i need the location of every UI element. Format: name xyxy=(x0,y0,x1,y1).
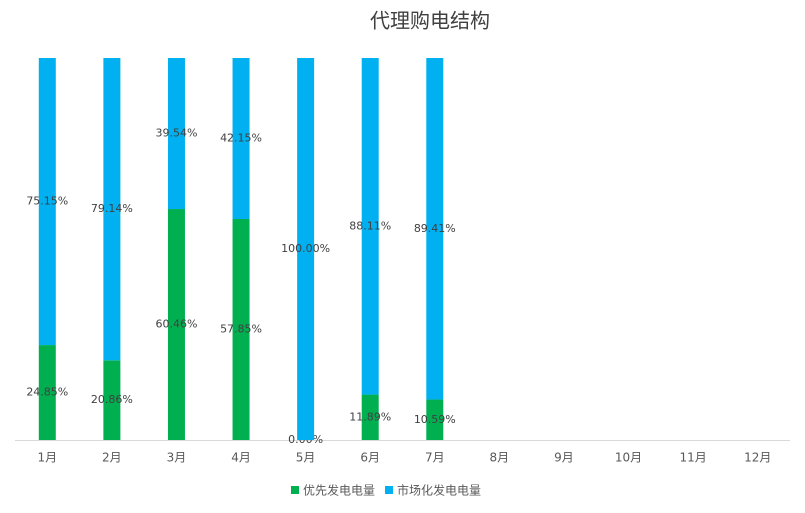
x-tick-label: 9月 xyxy=(554,451,574,465)
value-label: 20.86% xyxy=(91,393,133,406)
value-label: 10.59% xyxy=(414,413,456,426)
value-label: 57.85% xyxy=(220,323,262,336)
value-label: 75.15% xyxy=(26,195,68,208)
chart-title: 代理购电结构 xyxy=(370,9,490,33)
value-label: 24.85% xyxy=(26,386,68,399)
bar-segment xyxy=(426,58,444,400)
bar-segment xyxy=(103,58,121,361)
x-tick-label: 12月 xyxy=(744,451,771,465)
x-tick-label: 1月 xyxy=(37,451,57,465)
legend-swatch xyxy=(385,486,394,494)
bar-segment xyxy=(38,58,56,346)
x-tick-label: 7月 xyxy=(425,451,445,465)
bar-segment xyxy=(361,394,379,440)
bar-segment xyxy=(38,345,56,440)
legend-label: 市场化发电电量 xyxy=(397,483,481,498)
value-label: 11.89% xyxy=(349,410,391,423)
bar-segment xyxy=(426,399,444,440)
x-tick-label: 8月 xyxy=(490,451,510,465)
legend-swatch xyxy=(291,486,299,494)
value-label: 88.11% xyxy=(349,219,391,232)
x-tick-label: 5月 xyxy=(296,451,316,465)
bar-segment xyxy=(297,58,315,440)
legend-label: 优先发电电量 xyxy=(303,483,375,498)
value-label: 39.54% xyxy=(155,127,197,140)
bar-segment xyxy=(361,58,379,395)
x-tick-label: 2月 xyxy=(102,451,122,465)
value-label: 42.15% xyxy=(220,132,262,145)
bar-segment xyxy=(167,58,185,210)
x-tick-label: 11月 xyxy=(679,451,706,465)
bar-segment xyxy=(167,209,185,440)
x-tick-label: 4月 xyxy=(231,451,251,465)
value-label: 79.14% xyxy=(91,202,133,215)
bar-segment xyxy=(232,219,250,440)
x-tick-label: 3月 xyxy=(167,451,187,465)
x-tick-label: 10月 xyxy=(615,451,642,465)
bar-segment xyxy=(103,360,121,440)
value-label: 89.41% xyxy=(414,222,456,235)
value-label: 100.00% xyxy=(281,242,330,255)
x-tick-label: 6月 xyxy=(360,451,380,465)
value-label: 60.46% xyxy=(155,318,197,331)
bar-segment xyxy=(232,58,250,220)
